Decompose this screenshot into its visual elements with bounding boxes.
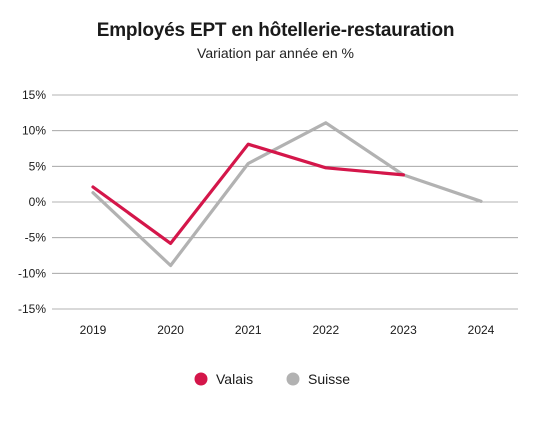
y-tick-label: -5% [25, 231, 47, 245]
x-tick-label: 2022 [312, 323, 339, 337]
x-axis: 2019 2020 2021 2022 2023 2024 [80, 323, 495, 337]
legend-marker-suisse [286, 372, 300, 386]
series-line-suisse [91, 121, 483, 268]
y-tick-label: -10% [18, 266, 46, 280]
x-tick-label: 2023 [390, 323, 417, 337]
legend: Valais Suisse [194, 371, 350, 387]
chart-subtitle: Variation par année en % [197, 45, 354, 61]
y-axis: 15% 10% 5% 0% -5% -10% -15% [18, 88, 46, 316]
x-tick-label: 2024 [468, 323, 495, 337]
legend-marker-valais [194, 372, 208, 386]
x-tick-label: 2019 [80, 323, 107, 337]
chart-title: Employés EPT en hôtellerie-restauration [96, 20, 455, 41]
y-tick-label: 15% [22, 88, 46, 102]
y-tick-label: -15% [18, 302, 46, 316]
legend-label-valais: Valais [216, 371, 253, 387]
y-tick-label: 10% [22, 124, 46, 138]
y-tick-label: 5% [29, 159, 47, 173]
x-tick-label: 2020 [157, 323, 184, 337]
legend-label-suisse: Suisse [308, 371, 350, 387]
series-lines [91, 121, 483, 268]
grid-lines [52, 94, 518, 310]
y-tick-label: 0% [29, 195, 47, 209]
series-line-valais [91, 142, 405, 245]
x-tick-label: 2021 [235, 323, 262, 337]
